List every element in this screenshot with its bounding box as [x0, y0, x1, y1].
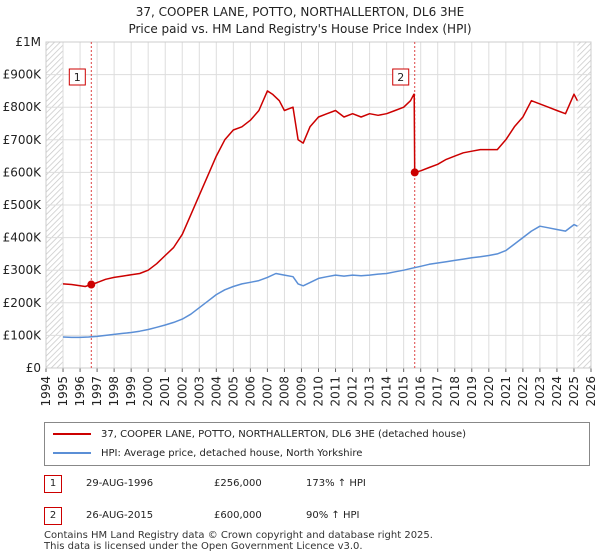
sale-marker-box: [392, 68, 410, 86]
x-tick-label: 2016: [414, 376, 428, 407]
x-tick-label: 2006: [243, 376, 257, 407]
x-tick-label: 2026: [584, 376, 598, 407]
sale-price: £256,000: [214, 478, 262, 489]
legend-entry-property: 37, COOPER LANE, POTTO, NORTHALLERTON, D…: [53, 426, 466, 444]
x-tick-label: 2021: [499, 376, 513, 407]
x-tick-label: 2008: [277, 376, 291, 407]
y-tick-label: £600K: [3, 165, 43, 179]
footer-line-2: This data is licensed under the Open Gov…: [44, 541, 363, 552]
x-tick-label: 2017: [431, 376, 445, 407]
sale-marker-label: 2: [397, 71, 404, 84]
x-tick-label: 2003: [192, 376, 206, 407]
legend-swatch-hpi: [53, 452, 91, 454]
x-tick-label: 2005: [226, 376, 240, 407]
x-tick-label: 2022: [516, 376, 530, 407]
x-tick-label: 2023: [533, 376, 547, 407]
x-tick-label: 1999: [124, 376, 138, 407]
x-tick-label: 2002: [175, 376, 189, 407]
x-tick-label: 2004: [209, 376, 223, 407]
sale-marker-box: [68, 68, 86, 86]
x-tick-label: 2011: [329, 376, 343, 407]
sale-number-badge: 2: [44, 507, 62, 525]
y-tick-label: £100K: [3, 328, 43, 342]
series-line: [62, 223, 578, 339]
legend-swatch-property: [53, 433, 91, 435]
x-tick-label: 2024: [550, 376, 564, 407]
sale-point: [87, 280, 96, 289]
copyright-footer: Contains HM Land Registry data © Crown c…: [44, 530, 433, 552]
sale-point: [410, 168, 419, 177]
legend-label-hpi: HPI: Average price, detached house, Nort…: [101, 448, 363, 459]
x-tick-label: 2014: [380, 376, 394, 407]
x-tick-label: 1996: [73, 376, 87, 407]
sale-hpi-change: 173% ↑ HPI: [306, 478, 366, 489]
series-line: [62, 90, 579, 288]
x-tick-label: 2013: [363, 376, 377, 407]
x-tick-label: 1994: [39, 376, 53, 407]
sale-row: 1 29-AUG-1996 £256,000 173% ↑ HPI: [44, 474, 564, 494]
sale-date: 29-AUG-1996: [86, 478, 154, 489]
x-tick-label: 1998: [107, 376, 121, 407]
y-tick-label: £1M: [15, 35, 41, 49]
price-chart: 37, COOPER LANE, POTTO, NORTHALLERTON, D…: [3, 5, 598, 407]
sale-hpi-change: 90% ↑ HPI: [306, 510, 360, 521]
y-tick-label: £700K: [3, 133, 43, 147]
x-tick-label: 2025: [567, 376, 581, 407]
x-tick-label: 2018: [448, 376, 462, 407]
x-tick-label: 2015: [397, 376, 411, 407]
sale-row: 2 26-AUG-2015 £600,000 90% ↑ HPI: [44, 506, 564, 526]
plot-border: [45, 41, 592, 369]
footer-line-1: Contains HM Land Registry data © Crown c…: [44, 530, 433, 541]
x-tick-label: 1995: [56, 376, 70, 407]
y-tick-label: £500K: [3, 198, 43, 212]
y-tick-label: £200K: [3, 296, 43, 310]
sale-number-badge: 1: [44, 475, 62, 493]
x-tick-label: 2001: [158, 376, 172, 407]
x-tick-label: 2019: [465, 376, 479, 407]
x-tick-label: 2007: [260, 376, 274, 407]
x-tick-label: 2010: [312, 376, 326, 407]
x-tick-label: 2009: [294, 376, 308, 407]
y-tick-label: £900K: [3, 68, 43, 82]
chart-subtitle: Price paid vs. HM Land Registry's House …: [128, 22, 471, 36]
y-tick-label: £0: [26, 361, 41, 375]
legend-label-property: 37, COOPER LANE, POTTO, NORTHALLERTON, D…: [101, 429, 467, 440]
sale-date: 26-AUG-2015: [86, 510, 154, 521]
legend-entry-hpi: HPI: Average price, detached house, Nort…: [53, 445, 362, 463]
x-tick-label: 1997: [90, 376, 104, 407]
y-tick-label: £300K: [3, 263, 43, 277]
sale-marker-label: 1: [74, 71, 81, 84]
x-tick-label: 2012: [346, 376, 360, 407]
y-tick-label: £800K: [3, 100, 43, 114]
x-tick-label: 2000: [141, 376, 155, 407]
chart-title: 37, COOPER LANE, POTTO, NORTHALLERTON, D…: [136, 5, 465, 19]
x-tick-label: 2020: [482, 376, 496, 407]
y-tick-label: £400K: [3, 231, 43, 245]
sale-price: £600,000: [214, 510, 262, 521]
chart-legend: 37, COOPER LANE, POTTO, NORTHALLERTON, D…: [44, 422, 590, 466]
